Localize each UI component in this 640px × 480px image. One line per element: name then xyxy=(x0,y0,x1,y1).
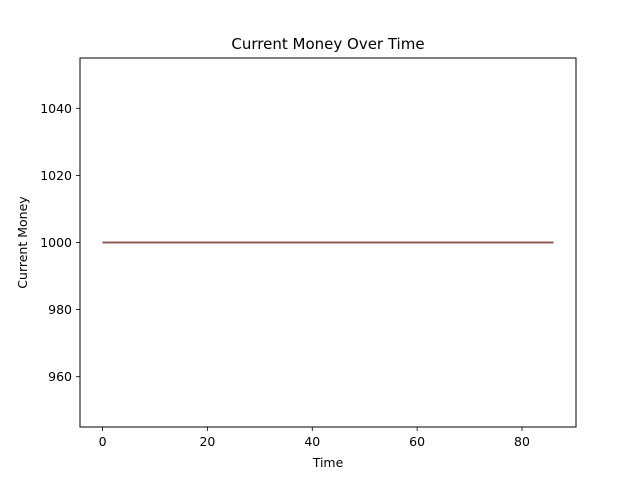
x-axis-label: Time xyxy=(312,455,344,470)
y-tick-label: 960 xyxy=(48,369,72,384)
y-tick-label: 1040 xyxy=(40,101,72,116)
y-axis-label: Current Money xyxy=(15,196,30,289)
x-tick-label: 20 xyxy=(199,434,215,449)
chart-title: Current Money Over Time xyxy=(231,35,424,53)
y-tick-label: 1000 xyxy=(40,235,72,250)
x-tick-label: 40 xyxy=(304,434,320,449)
y-axis-ticks: 960 980 1000 1020 1040 xyxy=(40,101,80,384)
x-tick-label: 80 xyxy=(514,434,530,449)
y-tick-label: 980 xyxy=(48,302,72,317)
x-tick-label: 0 xyxy=(99,434,107,449)
y-tick-label: 1020 xyxy=(40,168,72,183)
x-tick-label: 60 xyxy=(409,434,425,449)
x-axis-ticks: 0 20 40 60 80 xyxy=(99,427,530,449)
